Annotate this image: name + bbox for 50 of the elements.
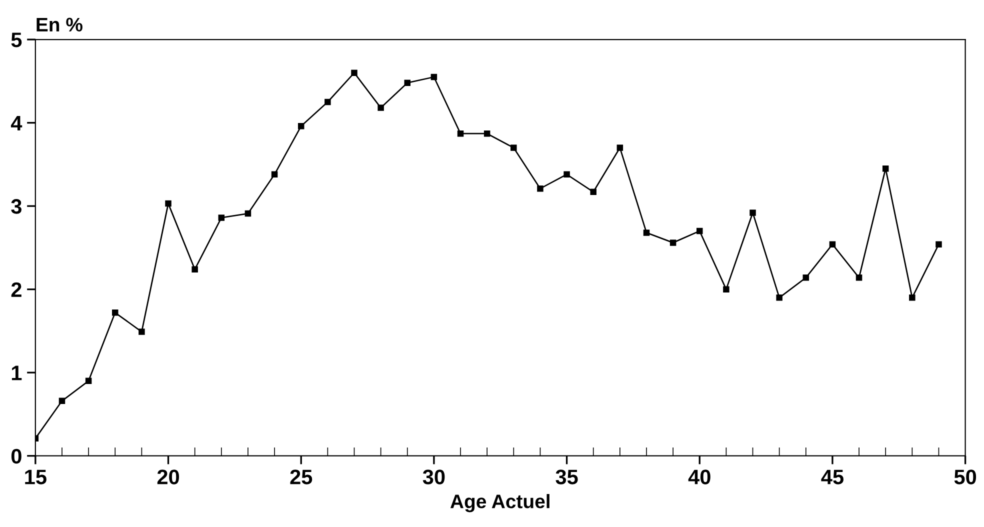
point [564, 171, 570, 178]
point [192, 266, 198, 272]
point [696, 228, 703, 234]
point [670, 240, 676, 246]
point [723, 286, 730, 292]
point [165, 200, 172, 207]
x-tick-label: 35 [556, 470, 578, 484]
point [218, 214, 225, 221]
point [404, 80, 410, 86]
x-tick-label: 15 [25, 470, 46, 484]
point [510, 144, 517, 151]
x-tick-label: 30 [422, 470, 445, 484]
x-tick-label: 25 [290, 470, 312, 484]
point [590, 188, 596, 196]
point [112, 310, 118, 316]
point [643, 230, 650, 236]
point [138, 328, 145, 335]
point [882, 165, 889, 172]
y-tick-label: 3 [11, 199, 22, 214]
point [351, 70, 358, 76]
point [750, 210, 756, 216]
point [430, 74, 438, 80]
point [484, 130, 490, 137]
y-axis-title: En % [36, 18, 82, 32]
y-tick-label: 5 [11, 32, 22, 48]
point [85, 378, 92, 384]
point [829, 241, 836, 248]
x-tick-label: 45 [821, 470, 844, 484]
point [856, 274, 862, 281]
point [802, 274, 810, 281]
point [776, 294, 782, 301]
point [457, 130, 464, 137]
point [271, 171, 278, 178]
y-tick-label: 4 [10, 116, 22, 130]
y-tick-label: 0 [11, 448, 22, 464]
x-axis-title: Age Actuel [450, 494, 550, 512]
x-tick-label: 40 [688, 470, 710, 484]
x-tick-label: 50 [954, 470, 976, 484]
y-tick-label: 2 [11, 282, 22, 297]
y-tick-label: 1 [12, 366, 22, 380]
point [298, 122, 304, 130]
point [58, 398, 66, 404]
point [537, 185, 544, 192]
point [936, 241, 942, 248]
point [378, 104, 384, 111]
point [616, 144, 624, 151]
point [244, 210, 252, 217]
point [324, 98, 331, 106]
x-tick-label: 20 [157, 470, 179, 484]
point [909, 294, 916, 301]
